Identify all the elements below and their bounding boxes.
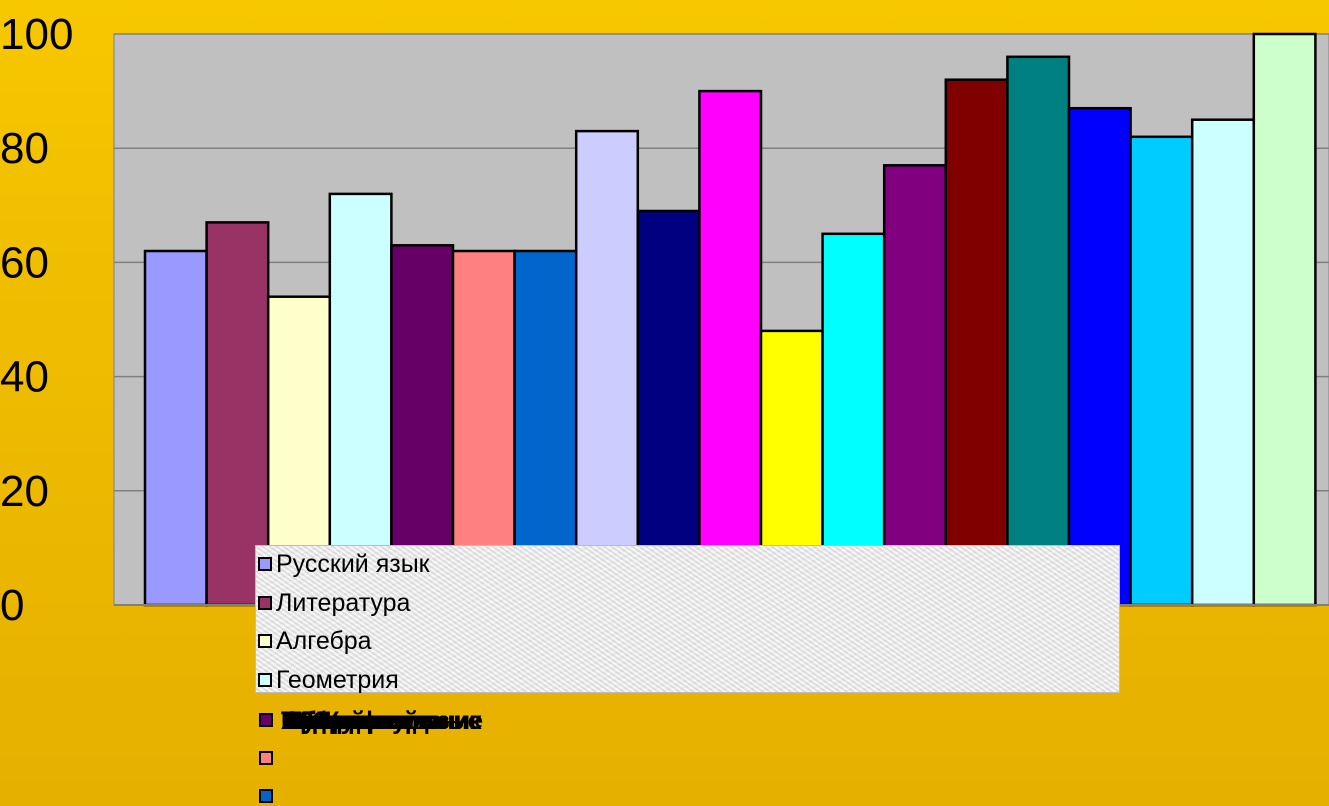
legend-swatch [258,672,272,687]
legend-swatch [258,634,272,648]
legend-label-overlapping: ИЗО [281,707,332,735]
legend-label-overlapping: Физика [283,707,369,735]
bar [882,164,948,607]
legend-item: Литература [258,588,410,618]
legend-label-overlapping: Обществознание [283,707,481,735]
bar [1129,135,1194,607]
legend-label-overlapping: Английский язык [281,707,482,735]
legend-swatch [259,713,273,727]
bar [698,89,763,607]
legend-label: Алгебра [276,627,372,655]
legend-label-overlapping: Химия [281,707,357,735]
legend-label-overlapping: Физкультура [283,707,433,735]
legend-swatch [259,789,273,803]
legend-label: Литература [276,588,411,617]
legend-swatch [258,557,272,571]
bar [636,209,701,607]
bar [944,78,1009,607]
y-tick-label: 0 [0,581,24,630]
legend-label: Русский язык [276,550,430,578]
y-tick-label: 60 [0,238,49,287]
bar [328,192,393,607]
legend-label-overlapping: Природоведение [283,707,483,735]
y-axis-ticks: 0 20 40 60 80 100 [0,10,73,630]
legend-label: Геометрия [276,665,399,694]
bar [1006,55,1071,607]
legend-label-overlapping: ОБЖ [282,707,339,735]
bar [143,249,208,607]
legend-label-overlapping: Черчение [282,707,394,735]
legend-label-overlapping: Информатика [282,707,443,735]
y-tick-label: 20 [0,467,49,516]
legend-label-overlapping: Музыка [282,707,372,735]
bar [1067,106,1132,607]
legend-swatch [259,751,273,765]
bar [1252,32,1317,607]
legend-swatch [258,595,272,610]
legend-label-overlapping: Биология [282,707,394,735]
bar [574,129,640,607]
legend: Русский язык Литература Алгебра Геометрия [255,545,1120,695]
y-tick-label: 40 [0,353,49,402]
legend-label-overlapping: Технология [281,707,414,735]
y-tick-label: 100 [0,10,73,59]
legend-item: Геометрия [258,665,399,695]
legend-item: Алгебра [258,626,372,656]
legend-label-overlapping: История [281,707,379,735]
legend-item: Русский язык [258,549,430,579]
y-tick-label: 80 [0,124,49,173]
legend-overlapping-labels: ИЗО Музыка Физика Химия Биология География Ист… [281,706,601,736]
bar [1190,118,1256,607]
legend-label-overlapping: География [283,707,408,735]
